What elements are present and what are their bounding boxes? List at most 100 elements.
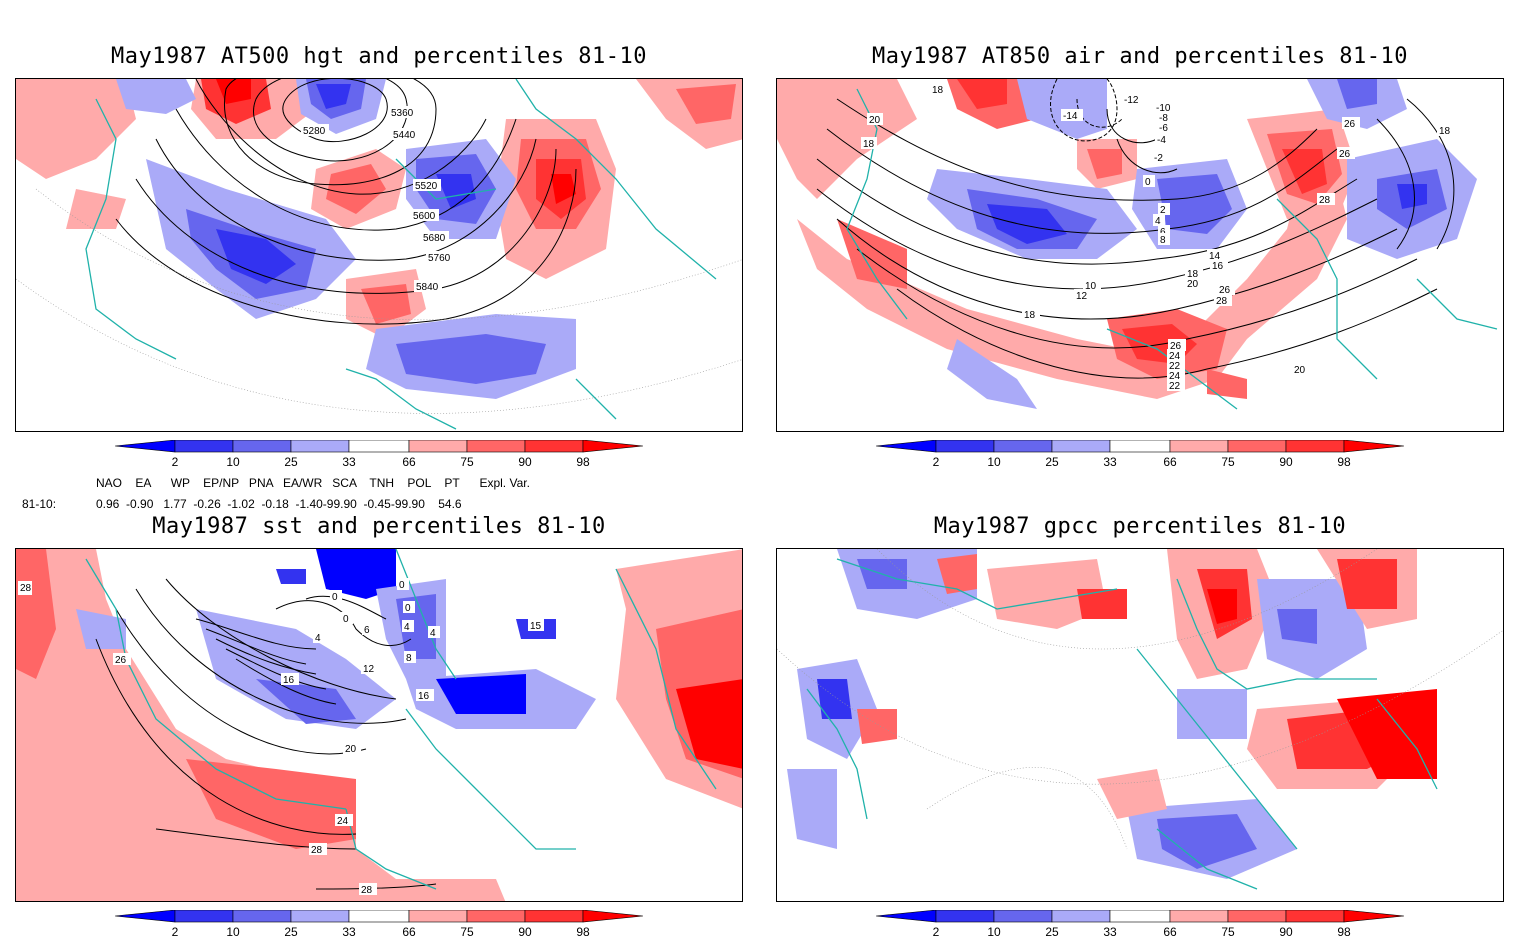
contour-label: 5440	[393, 130, 416, 141]
contour-label: 0	[399, 580, 405, 591]
colorbar-tick-label: 66	[1163, 455, 1177, 469]
colorbar-tick-label: 90	[518, 925, 532, 939]
colorbar-tick-label: 66	[402, 925, 416, 939]
contour-label: 18	[863, 139, 875, 150]
contour-label: 8	[406, 653, 412, 664]
colorbar-tick-label: 2	[932, 925, 940, 939]
colorbar-segment	[348, 439, 410, 453]
contour-label: 20	[1187, 279, 1199, 290]
contour-label: 0	[405, 603, 411, 614]
colorbar-segment	[1285, 439, 1345, 453]
colorbar-segment	[1109, 909, 1171, 923]
colorbar-segment	[1343, 439, 1405, 453]
colorbar-tick-label: 10	[987, 925, 1001, 939]
colorbar-tick-label: 33	[1103, 925, 1117, 939]
contour-label: 20	[1294, 365, 1306, 376]
contour-label: 22	[1169, 381, 1181, 392]
panel-title-gpcc: May1987 gpcc percentiles 81-10	[933, 514, 1347, 539]
colorbar-tick-label: 66	[1163, 925, 1177, 939]
contour-label: 28	[361, 885, 373, 896]
panel-title-sst: May1987 sst and percentiles 81-10	[152, 514, 606, 539]
contour-label: 4	[315, 633, 321, 644]
contour-label: 5280	[303, 126, 326, 137]
contour-label: 26	[1344, 119, 1356, 130]
panel-title-hgt500: May1987 AT500 hgt and percentiles 81-10	[110, 44, 648, 69]
colorbar-tick-label: 75	[460, 925, 474, 939]
contour-label: -2	[1154, 153, 1163, 164]
contour-label: 12	[363, 664, 375, 675]
colorbar-segment	[290, 439, 350, 453]
index-row-label: 81-10:	[22, 497, 57, 511]
index-header: NAO EA WP EP/NP PNA EA/WR SCA TNH POL PT…	[96, 476, 530, 490]
contour-label: 6	[1160, 227, 1166, 238]
contour-label: 5680	[423, 233, 446, 244]
contour-label: 4	[1155, 216, 1161, 227]
contour-label: 0	[343, 614, 349, 625]
colorbar-tick-label: 2	[932, 455, 940, 469]
contour-label: 0	[1145, 177, 1151, 188]
colorbar-segment	[1109, 439, 1171, 453]
contour-label: 26	[115, 655, 127, 666]
contour-label: 24	[337, 816, 349, 827]
contour-label: 18	[932, 85, 944, 96]
colorbar-segment	[348, 909, 410, 923]
colorbar-segment	[1227, 909, 1287, 923]
contour-label: 18	[1187, 269, 1199, 280]
colorbar-segment	[232, 439, 292, 453]
contour-label: 16	[283, 675, 295, 686]
colorbar-segment	[993, 439, 1053, 453]
contour-label: 16	[418, 691, 430, 702]
colorbar-tick-label: 75	[460, 455, 474, 469]
contour-label: -12	[1124, 95, 1139, 106]
contour-label: 22	[1169, 361, 1181, 372]
contour-label: 0	[332, 592, 338, 603]
contour-label: 28	[1319, 195, 1331, 206]
colorbar-tick-label: 25	[1045, 455, 1059, 469]
colorbar-segment	[582, 439, 644, 453]
contour-label: 5520	[415, 181, 438, 192]
colorbar-tick-label: 25	[284, 925, 298, 939]
colorbar-tick-label: 98	[576, 925, 590, 939]
colorbar-segment	[875, 439, 937, 453]
contour-label: 6	[364, 625, 370, 636]
colorbar-tick-label: 25	[284, 455, 298, 469]
contour-label: -6	[1159, 123, 1168, 134]
contour-label: 18	[1024, 310, 1036, 321]
colorbar-tick-label: 90	[1279, 455, 1293, 469]
colorbar-tick-label: 33	[1103, 455, 1117, 469]
contour-label: 28	[20, 583, 32, 594]
contour-label: -4	[1157, 135, 1166, 146]
colorbar-segment	[174, 439, 234, 453]
colorbar-tick-label: 10	[987, 455, 1001, 469]
colorbar-tick-label: 2	[171, 455, 179, 469]
colorbar-segment	[935, 909, 995, 923]
colorbar-segment	[232, 909, 292, 923]
colorbar-segment	[408, 439, 468, 453]
colorbar-segment	[1227, 439, 1287, 453]
colorbar-segment	[1169, 909, 1229, 923]
contour-label: 5840	[416, 282, 439, 293]
colorbar-segment	[582, 909, 644, 923]
colorbar-tick-label: 2	[171, 925, 179, 939]
contour-label: 28	[311, 845, 323, 856]
colorbar-2: 2 10 25 33 66 75 90 98	[875, 439, 1406, 474]
contour-label: 12	[1076, 291, 1088, 302]
colorbar-segment	[875, 909, 937, 923]
colorbar-segment	[466, 909, 526, 923]
contour-label: 28	[1216, 296, 1228, 307]
colorbar-tick-label: 33	[342, 925, 356, 939]
contour-label: 2	[1160, 205, 1166, 216]
index-row-values: 0.96 -0.90 1.77 -0.26 -1.02 -0.18 -1.40-…	[96, 497, 462, 511]
contour-label: 5600	[413, 211, 436, 222]
colorbar-segment	[466, 439, 526, 453]
map-gpcc	[776, 548, 1504, 902]
colorbar-tick-label: 66	[402, 455, 416, 469]
colorbar-segment	[290, 909, 350, 923]
colorbar-segment	[993, 909, 1053, 923]
colorbar-tick-label: 98	[1337, 455, 1351, 469]
colorbar-tick-label: 10	[226, 925, 240, 939]
colorbar-segment	[524, 439, 584, 453]
colorbar-segment	[1051, 439, 1111, 453]
contour-label: 5360	[391, 108, 414, 119]
contour-label: 10	[1085, 281, 1097, 292]
